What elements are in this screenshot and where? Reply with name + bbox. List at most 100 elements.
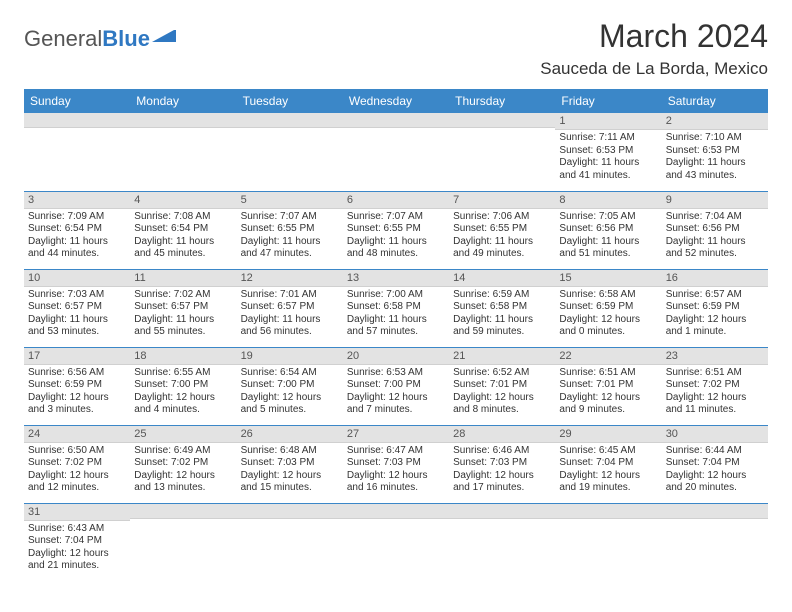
sunset-line: Sunset: 6:57 PM [241, 301, 339, 314]
sunset-line: Sunset: 6:55 PM [453, 223, 551, 236]
cell-body: Sunrise: 7:00 AMSunset: 6:58 PMDaylight:… [343, 287, 449, 342]
sunset-line: Sunset: 7:03 PM [453, 457, 551, 470]
calendar-cell: 2Sunrise: 7:10 AMSunset: 6:53 PMDaylight… [662, 113, 768, 191]
calendar-cell: 8Sunrise: 7:05 AMSunset: 6:56 PMDaylight… [555, 191, 661, 269]
cell-body: Sunrise: 6:58 AMSunset: 6:59 PMDaylight:… [555, 287, 661, 342]
daylight-line: Daylight: 12 hours and 5 minutes. [241, 392, 339, 417]
sunrise-line: Sunrise: 7:05 AM [559, 211, 657, 224]
day-number [343, 113, 449, 128]
day-number: 9 [662, 192, 768, 209]
day-number: 20 [343, 348, 449, 365]
cell-body: Sunrise: 6:54 AMSunset: 7:00 PMDaylight:… [237, 365, 343, 420]
day-number: 15 [555, 270, 661, 287]
daylight-line: Daylight: 12 hours and 15 minutes. [241, 470, 339, 495]
title-block: March 2024 Sauceda de La Borda, Mexico [540, 18, 768, 79]
cell-body: Sunrise: 6:48 AMSunset: 7:03 PMDaylight:… [237, 443, 343, 498]
daylight-line: Daylight: 12 hours and 7 minutes. [347, 392, 445, 417]
sunset-line: Sunset: 7:00 PM [134, 379, 232, 392]
cell-body: Sunrise: 6:50 AMSunset: 7:02 PMDaylight:… [24, 443, 130, 498]
day-number: 19 [237, 348, 343, 365]
sunrise-line: Sunrise: 6:53 AM [347, 367, 445, 380]
daylight-line: Daylight: 11 hours and 53 minutes. [28, 314, 126, 339]
daylight-line: Daylight: 11 hours and 41 minutes. [559, 157, 657, 182]
day-number: 3 [24, 192, 130, 209]
calendar-cell [343, 113, 449, 191]
day-number: 14 [449, 270, 555, 287]
sunset-line: Sunset: 6:55 PM [241, 223, 339, 236]
sunset-line: Sunset: 6:53 PM [666, 145, 764, 158]
day-number [343, 504, 449, 519]
day-number: 7 [449, 192, 555, 209]
sunset-line: Sunset: 7:04 PM [559, 457, 657, 470]
sunrise-line: Sunrise: 6:47 AM [347, 445, 445, 458]
sunrise-line: Sunrise: 7:06 AM [453, 211, 551, 224]
day-number: 4 [130, 192, 236, 209]
cell-body: Sunrise: 6:56 AMSunset: 6:59 PMDaylight:… [24, 365, 130, 420]
calendar-cell: 7Sunrise: 7:06 AMSunset: 6:55 PMDaylight… [449, 191, 555, 269]
calendar-cell: 11Sunrise: 7:02 AMSunset: 6:57 PMDayligh… [130, 269, 236, 347]
calendar-weekday-header: SundayMondayTuesdayWednesdayThursdayFrid… [24, 89, 768, 113]
cell-body: Sunrise: 7:10 AMSunset: 6:53 PMDaylight:… [662, 130, 768, 185]
cell-body: Sunrise: 7:11 AMSunset: 6:53 PMDaylight:… [555, 130, 661, 185]
daylight-line: Daylight: 12 hours and 12 minutes. [28, 470, 126, 495]
daylight-line: Daylight: 12 hours and 16 minutes. [347, 470, 445, 495]
calendar-cell: 15Sunrise: 6:58 AMSunset: 6:59 PMDayligh… [555, 269, 661, 347]
cell-body: Sunrise: 7:02 AMSunset: 6:57 PMDaylight:… [130, 287, 236, 342]
calendar-cell: 4Sunrise: 7:08 AMSunset: 6:54 PMDaylight… [130, 191, 236, 269]
day-number: 11 [130, 270, 236, 287]
calendar-week-row: 3Sunrise: 7:09 AMSunset: 6:54 PMDaylight… [24, 191, 768, 269]
location: Sauceda de La Borda, Mexico [540, 59, 768, 79]
logo-text: GeneralBlue [24, 26, 150, 52]
calendar-cell: 20Sunrise: 6:53 AMSunset: 7:00 PMDayligh… [343, 347, 449, 425]
calendar-cell: 28Sunrise: 6:46 AMSunset: 7:03 PMDayligh… [449, 425, 555, 503]
day-number [555, 504, 661, 519]
day-number: 21 [449, 348, 555, 365]
calendar-cell: 3Sunrise: 7:09 AMSunset: 6:54 PMDaylight… [24, 191, 130, 269]
weekday-header: Sunday [24, 89, 130, 113]
sunset-line: Sunset: 6:55 PM [347, 223, 445, 236]
sunrise-line: Sunrise: 6:46 AM [453, 445, 551, 458]
calendar-cell: 10Sunrise: 7:03 AMSunset: 6:57 PMDayligh… [24, 269, 130, 347]
calendar-cell: 1Sunrise: 7:11 AMSunset: 6:53 PMDaylight… [555, 113, 661, 191]
day-number: 27 [343, 426, 449, 443]
calendar-cell: 21Sunrise: 6:52 AMSunset: 7:01 PMDayligh… [449, 347, 555, 425]
cell-body: Sunrise: 6:43 AMSunset: 7:04 PMDaylight:… [24, 521, 130, 576]
sunset-line: Sunset: 6:56 PM [666, 223, 764, 236]
sunset-line: Sunset: 6:54 PM [28, 223, 126, 236]
day-number: 12 [237, 270, 343, 287]
logo-word2: Blue [102, 26, 150, 51]
day-number [449, 113, 555, 128]
sunset-line: Sunset: 7:01 PM [453, 379, 551, 392]
sunrise-line: Sunrise: 6:55 AM [134, 367, 232, 380]
sunset-line: Sunset: 6:58 PM [347, 301, 445, 314]
calendar-cell [130, 113, 236, 191]
sunrise-line: Sunrise: 6:54 AM [241, 367, 339, 380]
day-number: 16 [662, 270, 768, 287]
day-number: 24 [24, 426, 130, 443]
calendar-cell [343, 503, 449, 581]
cell-body: Sunrise: 6:44 AMSunset: 7:04 PMDaylight:… [662, 443, 768, 498]
sunrise-line: Sunrise: 6:51 AM [666, 367, 764, 380]
sunrise-line: Sunrise: 7:01 AM [241, 289, 339, 302]
sunrise-line: Sunrise: 6:58 AM [559, 289, 657, 302]
daylight-line: Daylight: 11 hours and 59 minutes. [453, 314, 551, 339]
sunset-line: Sunset: 7:04 PM [666, 457, 764, 470]
day-number: 6 [343, 192, 449, 209]
cell-body: Sunrise: 6:51 AMSunset: 7:02 PMDaylight:… [662, 365, 768, 420]
cell-body: Sunrise: 6:57 AMSunset: 6:59 PMDaylight:… [662, 287, 768, 342]
sunset-line: Sunset: 7:00 PM [347, 379, 445, 392]
daylight-line: Daylight: 11 hours and 47 minutes. [241, 236, 339, 261]
calendar-cell [449, 503, 555, 581]
sunrise-line: Sunrise: 6:43 AM [28, 523, 126, 536]
calendar-cell: 25Sunrise: 6:49 AMSunset: 7:02 PMDayligh… [130, 425, 236, 503]
calendar-cell: 22Sunrise: 6:51 AMSunset: 7:01 PMDayligh… [555, 347, 661, 425]
day-number: 8 [555, 192, 661, 209]
sunrise-line: Sunrise: 6:57 AM [666, 289, 764, 302]
cell-body: Sunrise: 6:45 AMSunset: 7:04 PMDaylight:… [555, 443, 661, 498]
daylight-line: Daylight: 12 hours and 4 minutes. [134, 392, 232, 417]
weekday-header: Tuesday [237, 89, 343, 113]
day-number: 30 [662, 426, 768, 443]
calendar-cell [662, 503, 768, 581]
sunrise-line: Sunrise: 7:02 AM [134, 289, 232, 302]
cell-body: Sunrise: 6:53 AMSunset: 7:00 PMDaylight:… [343, 365, 449, 420]
